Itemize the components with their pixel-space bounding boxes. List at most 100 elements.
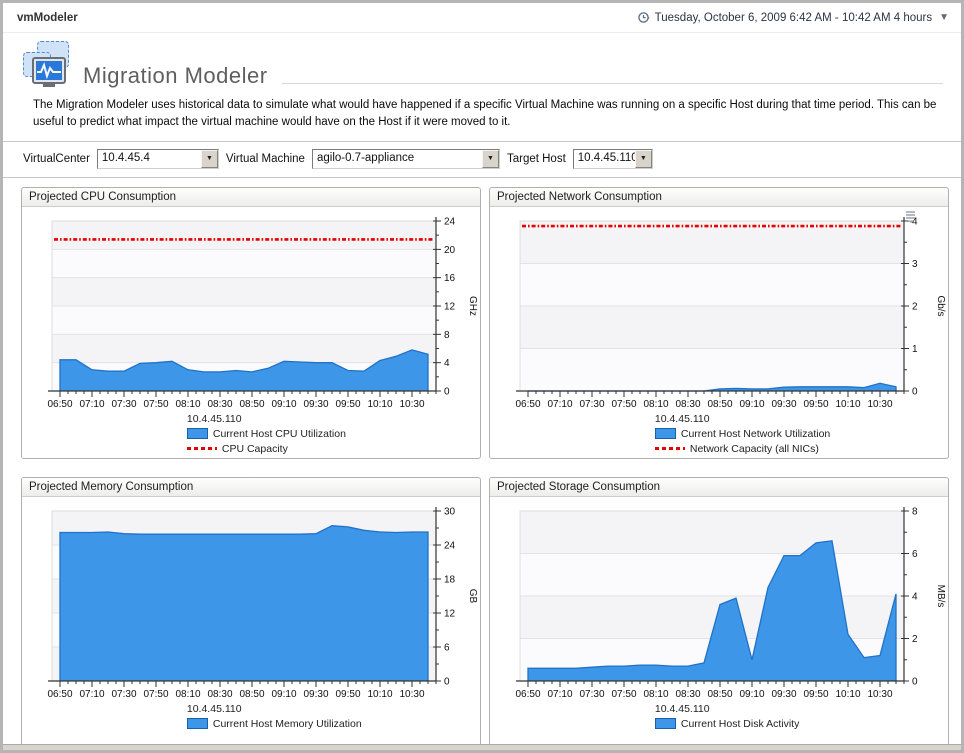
svg-text:07:10: 07:10 bbox=[79, 689, 104, 700]
svg-text:09:10: 09:10 bbox=[271, 689, 296, 700]
capacity-label: Network Capacity (all NICs) bbox=[689, 442, 819, 455]
svg-text:06:50: 06:50 bbox=[47, 689, 72, 700]
svg-text:09:30: 09:30 bbox=[303, 689, 328, 700]
chevron-down-icon[interactable]: ▼ bbox=[481, 149, 499, 168]
svg-text:08:30: 08:30 bbox=[207, 689, 232, 700]
svg-text:10:10: 10:10 bbox=[367, 689, 392, 700]
svg-text:07:10: 07:10 bbox=[79, 399, 104, 410]
svg-text:10:30: 10:30 bbox=[399, 399, 424, 410]
cpu-consumption-panel: Projected CPU Consumption 0 4 8 12 16 20 24 GHz… bbox=[21, 186, 481, 459]
svg-text:08:50: 08:50 bbox=[239, 689, 264, 700]
svg-text:09:50: 09:50 bbox=[803, 689, 828, 700]
svg-text:3: 3 bbox=[912, 259, 918, 270]
legend-item-series: Current Host CPU Utilization bbox=[186, 427, 346, 440]
capacity-swatch bbox=[654, 447, 685, 450]
network-chart-plot: 0 1 2 3 4 Gb/s 06:50 07:10 07:30 07:50 08:10 08:30 0… bbox=[515, 216, 946, 410]
series-label: Current Host CPU Utilization bbox=[212, 427, 346, 440]
svg-text:24: 24 bbox=[444, 540, 456, 551]
virtualcenter-select[interactable]: 10.4.45.4 ▼ bbox=[96, 148, 219, 169]
svg-text:07:30: 07:30 bbox=[111, 689, 136, 700]
series-label: Current Host Disk Activity bbox=[680, 717, 800, 730]
svg-text:07:50: 07:50 bbox=[143, 399, 168, 410]
virtualcenter-label: VirtualCenter bbox=[23, 152, 90, 165]
svg-text:12: 12 bbox=[444, 301, 456, 312]
svg-text:0: 0 bbox=[444, 386, 450, 397]
svg-text:09:10: 09:10 bbox=[739, 689, 764, 700]
svg-text:10:30: 10:30 bbox=[867, 399, 892, 410]
svg-text:2: 2 bbox=[912, 634, 918, 645]
virtual-machine-select[interactable]: agilo-0.7-appliance ▼ bbox=[311, 148, 500, 169]
svg-text:09:10: 09:10 bbox=[271, 399, 296, 410]
svg-text:07:10: 07:10 bbox=[547, 399, 572, 410]
svg-text:08:10: 08:10 bbox=[643, 689, 668, 700]
time-range-icon bbox=[637, 12, 650, 23]
series-label: Current Host Memory Utilization bbox=[212, 717, 362, 730]
charts-grid: Projected CPU Consumption 0 4 8 12 16 20 24 GHz… bbox=[3, 178, 961, 749]
storage-consumption-panel: Projected Storage Consumption 0 2 4 6 8 MB/s 0… bbox=[489, 476, 949, 749]
svg-text:24: 24 bbox=[444, 216, 456, 227]
svg-text:06:50: 06:50 bbox=[515, 399, 540, 410]
divider bbox=[3, 176, 961, 178]
svg-text:09:50: 09:50 bbox=[335, 399, 360, 410]
svg-text:07:30: 07:30 bbox=[579, 689, 604, 700]
chart-legend: 10.4.45.110 Current Host CPU Utilization C… bbox=[186, 413, 346, 455]
svg-text:07:30: 07:30 bbox=[579, 399, 604, 410]
series-swatch bbox=[654, 718, 676, 729]
panel-title: Projected Memory Consumption bbox=[22, 477, 480, 497]
svg-text:8: 8 bbox=[912, 506, 918, 517]
page-title: Migration Modeler bbox=[83, 63, 268, 88]
svg-text:MB/s: MB/s bbox=[935, 584, 946, 607]
svg-text:18: 18 bbox=[444, 574, 456, 585]
svg-text:09:50: 09:50 bbox=[803, 399, 828, 410]
svg-text:4: 4 bbox=[912, 216, 918, 227]
title-divider bbox=[281, 83, 943, 84]
panel-title: Projected CPU Consumption bbox=[22, 187, 480, 207]
svg-text:6: 6 bbox=[912, 549, 918, 560]
page-description: The Migration Modeler uses historical da… bbox=[33, 99, 937, 129]
svg-text:1: 1 bbox=[912, 344, 918, 355]
svg-text:4: 4 bbox=[444, 358, 450, 369]
target-host-value: 10.4.45.110 bbox=[577, 151, 635, 164]
filter-bar: VirtualCenter 10.4.45.4 ▼ Virtual Machin… bbox=[3, 142, 961, 177]
svg-text:07:50: 07:50 bbox=[143, 689, 168, 700]
svg-text:07:50: 07:50 bbox=[611, 399, 636, 410]
svg-text:GHz: GHz bbox=[467, 296, 478, 316]
svg-text:10:10: 10:10 bbox=[835, 689, 860, 700]
page-heading: Migration Modeler The Migration Modeler … bbox=[3, 33, 961, 132]
svg-text:06:50: 06:50 bbox=[515, 689, 540, 700]
divider bbox=[3, 140, 961, 142]
svg-text:Gb/s: Gb/s bbox=[935, 295, 946, 316]
svg-text:12: 12 bbox=[444, 608, 456, 619]
chart-menu-icon[interactable] bbox=[904, 210, 918, 223]
svg-text:07:50: 07:50 bbox=[611, 689, 636, 700]
chart-legend: 10.4.45.110 Current Host Network Utilizat… bbox=[654, 412, 830, 455]
svg-text:07:10: 07:10 bbox=[547, 689, 572, 700]
legend-item-capacity: Network Capacity (all NICs) bbox=[654, 442, 830, 455]
svg-text:08:50: 08:50 bbox=[707, 399, 732, 410]
chevron-down-icon[interactable]: ▼ bbox=[634, 149, 652, 168]
time-range-label: Tuesday, October 6, 2009 6:42 AM - 10:42… bbox=[654, 11, 933, 24]
svg-text:08:10: 08:10 bbox=[643, 399, 668, 410]
chart-legend: 10.4.45.110 Current Host Memory Utilizati… bbox=[186, 703, 362, 730]
capacity-label: CPU Capacity bbox=[221, 442, 288, 455]
chevron-down-icon[interactable]: ▼ bbox=[200, 149, 218, 168]
svg-text:10:30: 10:30 bbox=[399, 689, 424, 700]
legend-item-series: Current Host Disk Activity bbox=[654, 717, 800, 730]
svg-text:09:10: 09:10 bbox=[739, 399, 764, 410]
target-host-select[interactable]: 10.4.45.110 ▼ bbox=[572, 148, 653, 169]
series-swatch bbox=[654, 428, 676, 439]
legend-item-series: Current Host Network Utilization bbox=[654, 428, 830, 440]
svg-text:09:30: 09:30 bbox=[303, 399, 328, 410]
svg-text:07:30: 07:30 bbox=[111, 399, 136, 410]
virtualcenter-value: 10.4.45.4 bbox=[101, 151, 150, 164]
top-header-bar: vmModeler Tuesday, October 6, 2009 6:42 … bbox=[3, 3, 961, 33]
svg-text:0: 0 bbox=[912, 386, 918, 397]
svg-text:09:30: 09:30 bbox=[771, 399, 796, 410]
virtual-machine-value: agilo-0.7-appliance bbox=[316, 151, 415, 164]
time-range-selector[interactable]: Tuesday, October 6, 2009 6:42 AM - 10:42… bbox=[637, 11, 949, 24]
memory-chart: 0 6 12 18 24 30 GB 06:50 07:10 07:30 07:50 08:10 08:… bbox=[22, 497, 480, 730]
series-swatch bbox=[186, 718, 208, 729]
svg-text:08:10: 08:10 bbox=[175, 689, 200, 700]
legend-host-label: 10.4.45.110 bbox=[654, 412, 710, 425]
